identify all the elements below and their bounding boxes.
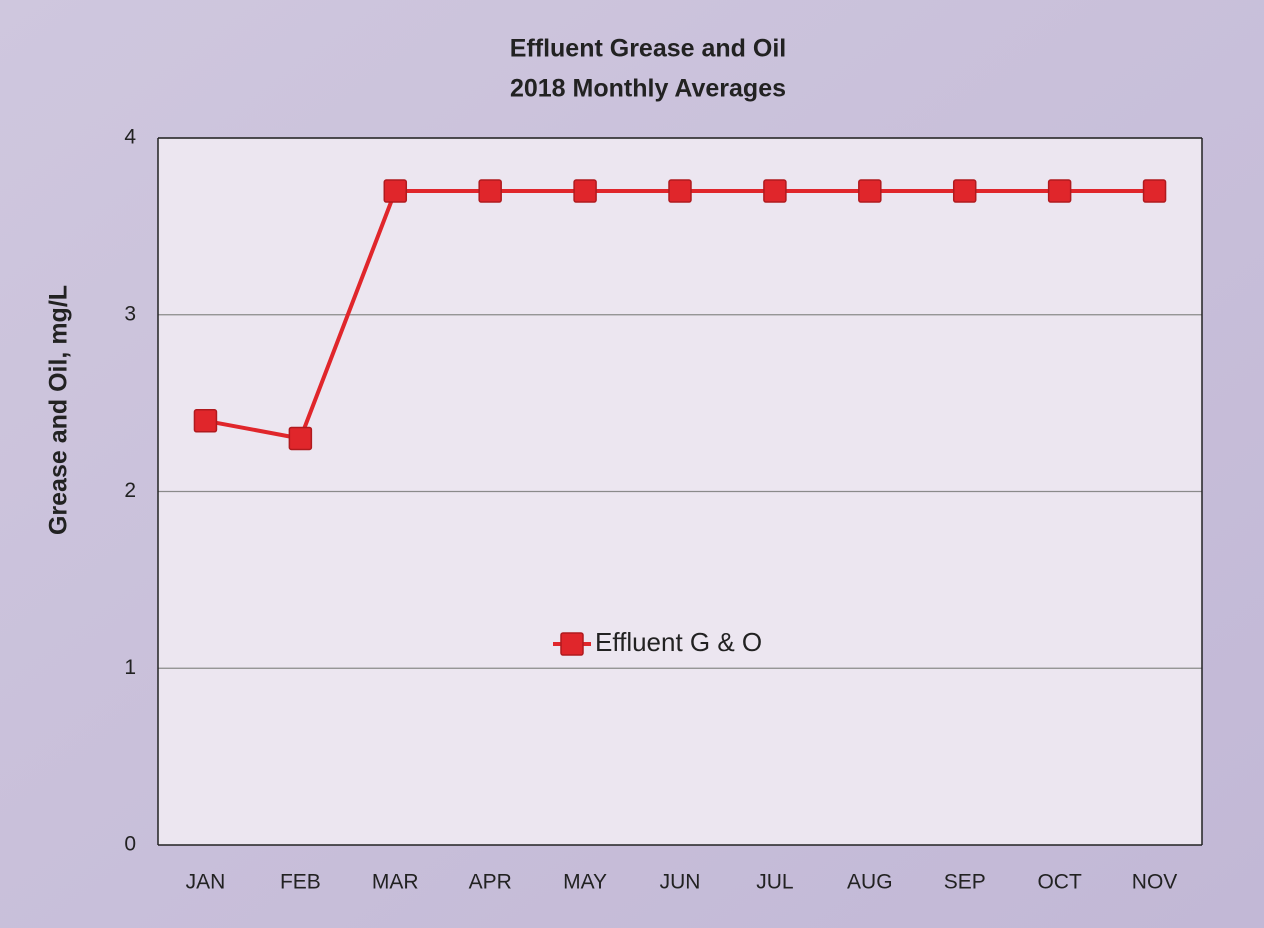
y-tick-label: 0 — [124, 833, 136, 856]
chart-title: Effluent Grease and Oil — [510, 35, 786, 63]
marker — [952, 179, 977, 203]
y-tick-label: 3 — [124, 302, 136, 325]
x-tick-label: APR — [469, 871, 512, 894]
marker — [668, 179, 692, 203]
x-tick-label: AUG — [847, 871, 893, 894]
x-tick-label: MAR — [372, 871, 419, 894]
x-tick-label: SEP — [944, 871, 986, 894]
marker — [858, 179, 882, 203]
legend-label: Effluent G & O — [595, 627, 762, 657]
y-axis-label: Grease and Oil, mg/L — [45, 285, 73, 535]
x-tick-label: JUN — [660, 871, 701, 894]
marker — [193, 409, 218, 433]
legend-marker — [560, 632, 584, 656]
marker — [383, 179, 408, 203]
x-tick-label: OCT — [1037, 871, 1082, 894]
marker — [288, 426, 313, 451]
marker — [763, 179, 787, 203]
y-tick-label: 4 — [124, 126, 136, 149]
marker — [573, 179, 597, 203]
chart-subtitle: 2018 Monthly Averages — [510, 75, 786, 103]
y-tick-label: 1 — [124, 656, 136, 679]
x-tick-label: FEB — [280, 871, 321, 894]
marker — [1047, 179, 1072, 203]
x-tick-label: NOV — [1132, 871, 1178, 894]
x-tick-label: JAN — [186, 871, 226, 894]
marker — [478, 179, 502, 203]
x-tick-label: JUL — [756, 871, 793, 894]
y-tick-label: 2 — [124, 479, 136, 502]
marker — [1142, 179, 1167, 203]
x-tick-label: MAY — [563, 871, 607, 894]
